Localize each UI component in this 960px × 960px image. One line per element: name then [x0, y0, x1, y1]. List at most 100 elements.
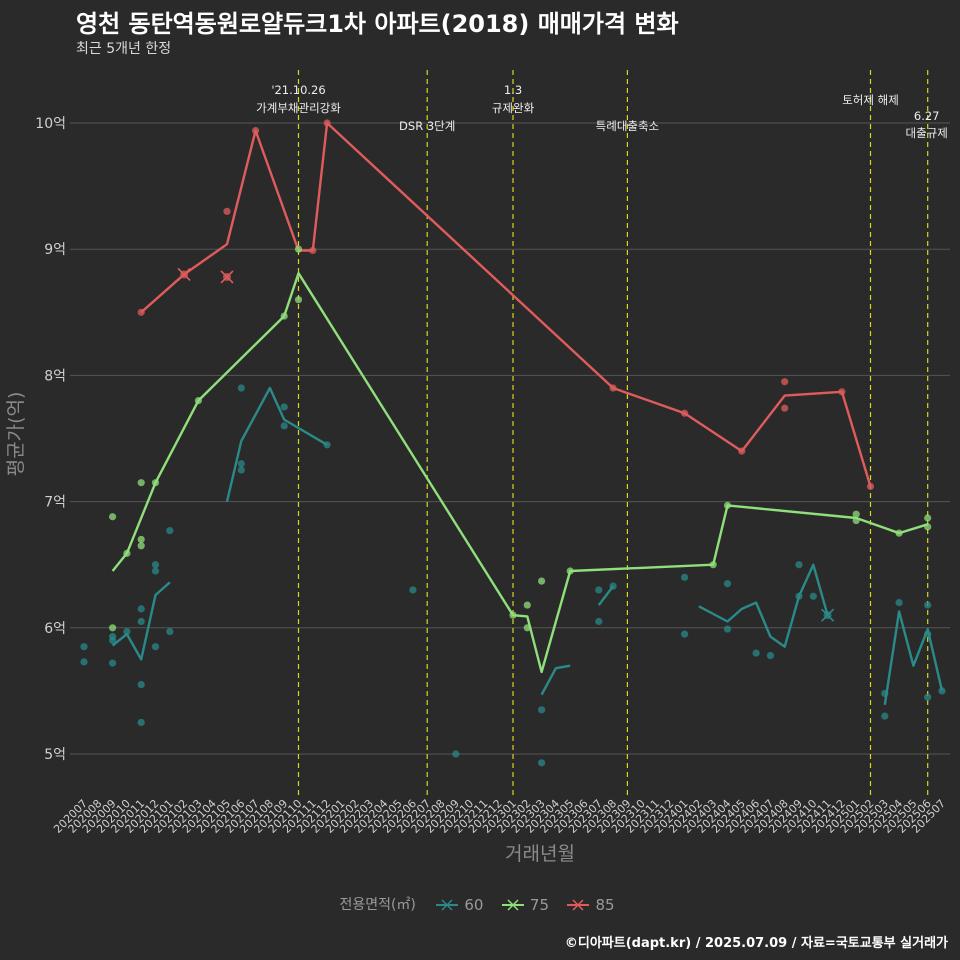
data-point-60	[237, 384, 245, 392]
legend-title: 전용면적(㎡)	[339, 897, 416, 913]
series-line-60	[883, 610, 944, 705]
data-point-60	[723, 580, 732, 588]
data-point-60	[151, 643, 160, 651]
data-point-60	[881, 689, 889, 698]
data-point-75	[137, 535, 145, 544]
data-point-60	[924, 601, 932, 609]
event-label: 토허제 해제	[842, 93, 899, 107]
data-point-75	[151, 479, 160, 487]
data-point-75	[137, 479, 145, 487]
data-point-60	[237, 466, 245, 474]
data-point-75	[523, 601, 531, 609]
data-point-60	[895, 598, 903, 607]
data-point-75	[109, 624, 117, 632]
event-label: '21.10.26	[271, 83, 325, 97]
legend-label-85: 85	[595, 896, 615, 914]
event-label: 가계부채관리강화	[256, 101, 341, 115]
chart-subtitle: 최근 5개년 한정	[76, 41, 172, 57]
data-point-85	[781, 378, 789, 386]
data-point-60	[166, 627, 174, 636]
data-point-60	[595, 617, 603, 626]
y-tick-label: 5억	[44, 747, 66, 763]
data-point-85	[323, 119, 331, 127]
data-point-75	[924, 514, 932, 522]
data-point-60	[809, 592, 817, 600]
series-line-60	[540, 664, 571, 696]
y-tick-label: 6억	[44, 621, 66, 637]
legend-key-75	[501, 899, 524, 911]
data-point-60	[924, 693, 932, 701]
data-point-75	[566, 567, 574, 575]
y-tick-label: 7억	[44, 495, 66, 511]
series-line-60	[225, 386, 328, 502]
chart-title: 영천 동탄역동원로얄듀크1차 아파트(2018) 매매가격 변화	[76, 10, 679, 38]
event-label: 특례대출축소	[596, 119, 659, 133]
data-point-60	[795, 561, 803, 569]
y-tick-label: 9억	[44, 242, 66, 258]
cross-marker-85	[220, 270, 234, 284]
y-tick-label: 10억	[35, 116, 66, 132]
data-point-60	[409, 586, 417, 594]
data-point-75	[924, 523, 932, 531]
data-point-75	[280, 312, 288, 320]
data-point-75	[294, 296, 303, 304]
data-point-60	[609, 582, 617, 590]
event-label: 대출규제	[906, 126, 948, 140]
data-point-60	[795, 592, 803, 600]
data-point-60	[137, 617, 145, 626]
data-point-60	[681, 630, 689, 638]
data-point-60	[924, 630, 932, 638]
data-point-60	[123, 627, 131, 636]
data-point-60	[752, 649, 760, 657]
data-point-75	[294, 245, 303, 253]
data-point-85	[781, 404, 789, 412]
legend-item-85: 85	[565, 896, 615, 914]
data-point-60	[237, 460, 245, 468]
data-point-60	[166, 527, 174, 535]
data-point-60	[938, 687, 946, 695]
cross-marker-60	[821, 608, 835, 622]
data-point-85	[609, 384, 617, 392]
data-point-60	[280, 422, 288, 430]
source-caption: ©디아파트(dapt.kr) / 2025.07.09 / 자료=국토교통부 실…	[564, 936, 948, 951]
data-point-85	[252, 126, 260, 135]
data-point-75	[538, 577, 546, 585]
data-point-60	[881, 712, 889, 720]
data-point-60	[80, 658, 88, 666]
cross-marker-85	[177, 267, 191, 282]
data-point-75	[852, 516, 860, 525]
event-label: 규제완화	[492, 101, 535, 115]
data-point-60	[766, 651, 775, 660]
legend: 전용면적(㎡) 60 75 85	[0, 894, 960, 914]
data-point-85	[309, 246, 317, 255]
data-point-75	[509, 611, 517, 619]
axes: 5억6억7억8억9억10억202007202008202009202010202…	[5, 116, 948, 865]
series-line-60	[597, 585, 615, 606]
x-axis-title: 거래년월	[505, 843, 575, 865]
data-point-85	[137, 308, 145, 316]
data-point-85	[838, 388, 846, 396]
data-point-60	[80, 643, 88, 651]
legend-label-60: 60	[464, 896, 484, 914]
data-point-60	[137, 605, 145, 613]
series-line-75	[111, 272, 929, 674]
data-point-60	[538, 759, 546, 767]
data-point-75	[523, 624, 531, 632]
data-point-75	[709, 561, 717, 569]
data-point-75	[194, 397, 202, 405]
data-point-75	[137, 542, 145, 550]
data-point-85	[681, 409, 689, 417]
data-point-60	[109, 636, 117, 645]
data-point-60	[280, 403, 288, 411]
grid-lines	[70, 122, 950, 755]
series-lines	[111, 121, 944, 705]
data-points	[80, 119, 946, 767]
data-point-60	[137, 718, 145, 727]
data-point-75	[895, 529, 903, 537]
data-point-60	[151, 567, 160, 575]
legend-label-75: 75	[529, 896, 549, 914]
data-point-75	[123, 549, 131, 557]
y-tick-label: 8억	[44, 368, 66, 384]
y-axis-title: 평균가(억)	[5, 392, 27, 477]
